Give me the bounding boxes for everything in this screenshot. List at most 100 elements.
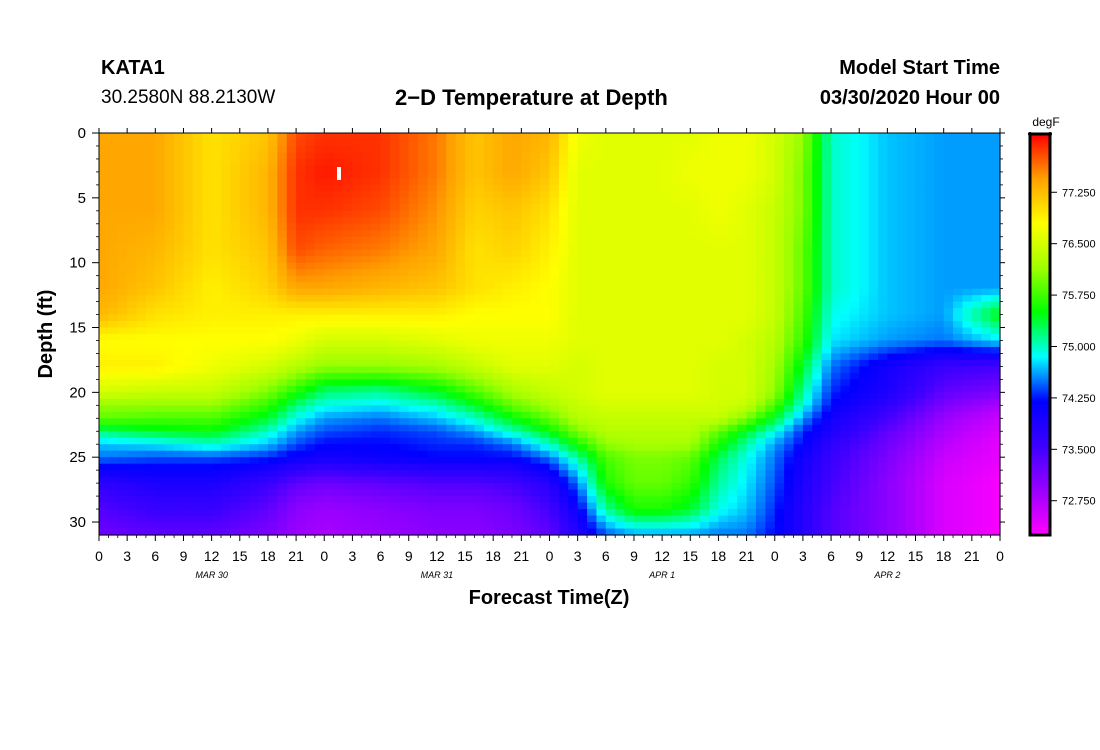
heatmap-cell xyxy=(521,353,532,361)
heatmap-cell xyxy=(333,450,344,458)
heatmap-cell xyxy=(680,528,691,536)
heatmap-cell xyxy=(474,424,485,432)
heatmap-cell xyxy=(643,321,654,329)
heatmap-cell xyxy=(671,509,682,517)
heatmap-cell xyxy=(502,210,513,218)
heatmap-cell xyxy=(821,158,832,167)
heatmap-cell xyxy=(277,515,288,523)
heatmap-cell xyxy=(380,379,391,387)
heatmap-cell xyxy=(418,223,429,231)
heatmap-cell xyxy=(427,411,438,419)
heatmap-cell xyxy=(784,321,795,329)
heatmap-cell xyxy=(239,418,250,426)
heatmap-cell xyxy=(380,133,391,141)
heatmap-cell xyxy=(605,411,616,419)
heatmap-cell xyxy=(399,249,410,257)
heatmap-cell xyxy=(136,444,147,452)
heatmap-cell xyxy=(399,496,410,504)
heatmap-cell xyxy=(211,314,222,322)
heatmap-cell xyxy=(821,366,832,374)
heatmap-cell xyxy=(755,243,766,251)
heatmap-cell xyxy=(699,379,710,387)
heatmap-cell xyxy=(690,398,701,406)
heatmap-cell xyxy=(267,418,278,426)
heatmap-cell xyxy=(465,522,476,530)
heatmap-cell xyxy=(127,418,138,426)
heatmap-cell xyxy=(455,379,466,387)
heatmap-cell xyxy=(221,269,231,277)
heatmap-cell xyxy=(258,483,269,491)
heatmap-cell xyxy=(211,528,222,536)
heatmap-cell xyxy=(389,515,400,523)
heatmap-cell xyxy=(174,528,185,536)
heatmap-cell xyxy=(624,308,635,316)
heatmap-cell xyxy=(314,158,325,167)
heatmap-cell xyxy=(774,457,785,465)
heatmap-cell xyxy=(737,528,748,536)
heatmap-cell xyxy=(352,197,363,205)
heatmap-cell xyxy=(343,256,354,264)
heatmap-cell xyxy=(633,197,644,205)
heatmap-cell xyxy=(755,262,766,270)
heatmap-cell xyxy=(155,256,166,264)
heatmap-cell xyxy=(249,321,260,329)
heatmap-cell xyxy=(521,262,532,270)
heatmap-cell xyxy=(709,411,720,419)
heatmap-cell xyxy=(530,288,541,296)
heatmap-cell xyxy=(577,346,588,355)
heatmap-cell xyxy=(831,327,842,335)
heatmap-cell xyxy=(511,437,522,445)
heatmap-cell xyxy=(314,295,325,303)
heatmap-cell xyxy=(286,334,297,342)
heatmap-cell xyxy=(727,515,738,523)
heatmap-cell xyxy=(174,184,185,192)
heatmap-cell xyxy=(596,184,607,192)
heatmap-cell xyxy=(652,145,663,154)
heatmap-cell xyxy=(558,249,569,257)
heatmap-cell xyxy=(258,230,269,238)
heatmap-cell xyxy=(408,515,419,523)
heatmap-cell xyxy=(849,236,860,244)
heatmap-cell xyxy=(615,522,626,530)
heatmap-cell xyxy=(709,424,720,432)
heatmap-cell xyxy=(643,184,654,192)
heatmap-cell xyxy=(202,217,213,225)
heatmap-cell xyxy=(389,145,400,154)
heatmap-cell xyxy=(221,502,231,510)
heatmap-cell xyxy=(558,379,569,387)
heatmap-cell xyxy=(127,496,138,504)
heatmap-cell xyxy=(746,431,757,439)
heatmap-cell xyxy=(183,295,194,303)
heatmap-cell xyxy=(399,191,410,199)
heatmap-cell xyxy=(324,483,335,491)
heatmap-cell xyxy=(399,295,410,303)
heatmap-cell xyxy=(267,476,278,484)
heatmap-cell xyxy=(624,288,635,296)
heatmap-cell xyxy=(258,165,269,173)
heatmap-cell xyxy=(558,223,569,231)
heatmap-cell xyxy=(821,411,832,419)
heatmap-cell xyxy=(117,346,128,355)
heatmap-cell xyxy=(427,158,438,167)
heatmap-cell xyxy=(624,379,635,387)
heatmap-cell xyxy=(408,301,419,309)
heatmap-cell xyxy=(183,217,194,225)
heatmap-cell xyxy=(117,392,128,400)
heatmap-cell xyxy=(483,509,494,517)
heatmap-cell xyxy=(831,340,842,348)
heatmap-cell xyxy=(727,152,738,160)
heatmap-cell xyxy=(258,262,269,270)
heatmap-cell xyxy=(530,269,541,277)
heatmap-cell xyxy=(680,223,691,231)
heatmap-cell xyxy=(99,411,109,419)
heatmap-cell xyxy=(324,295,335,303)
heatmap-cell xyxy=(831,418,842,426)
heatmap-cell xyxy=(699,178,710,186)
heatmap-cell xyxy=(709,178,720,186)
heatmap-cell xyxy=(802,243,813,251)
heatmap-cell xyxy=(343,372,354,380)
heatmap-cell xyxy=(202,450,213,458)
heatmap-cell xyxy=(389,437,400,445)
heatmap-cell xyxy=(727,321,738,329)
